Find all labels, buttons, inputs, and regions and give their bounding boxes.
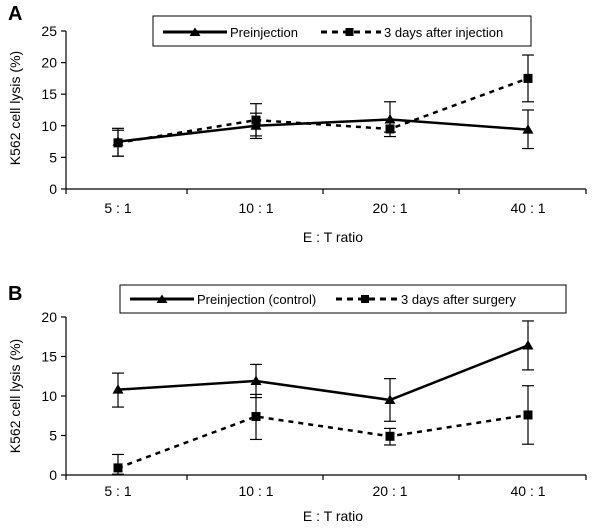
panel-a-series bbox=[112, 54, 534, 157]
data-point-square bbox=[113, 138, 123, 148]
data-point-square bbox=[523, 73, 533, 83]
panel-a-legend-label-3-days-after-injection: 3 days after injection bbox=[384, 25, 503, 40]
data-point-square bbox=[385, 124, 395, 134]
x-tick-label: 20 : 1 bbox=[372, 200, 407, 216]
data-point-triangle bbox=[384, 113, 396, 124]
x-tick-label: 10 : 1 bbox=[238, 200, 273, 216]
panel-b-y-axis-title: K562 cell lysis (%) bbox=[7, 339, 23, 453]
x-tick-label: 10 : 1 bbox=[238, 483, 273, 499]
series-line bbox=[117, 344, 529, 402]
y-tick-label: 25 bbox=[41, 23, 57, 39]
x-tick-label: 40 : 1 bbox=[510, 200, 545, 216]
panel-b-y-ticks: 0 5 10 15 20 bbox=[41, 309, 66, 483]
x-tick-label: 40 : 1 bbox=[510, 483, 545, 499]
x-tick-label: 5 : 1 bbox=[104, 483, 131, 499]
y-tick-label: 5 bbox=[49, 428, 57, 444]
y-tick-label: 20 bbox=[41, 309, 57, 325]
panel-b-legend-marker-3-days-after-surgery bbox=[361, 295, 369, 303]
panel-b-legend-label-3-days-after-surgery: 3 days after surgery bbox=[401, 292, 516, 307]
series-line bbox=[117, 413, 529, 470]
panel-b-series bbox=[112, 320, 534, 475]
data-point-triangle bbox=[522, 339, 534, 350]
data-point-square bbox=[113, 463, 123, 473]
y-tick-label: 10 bbox=[41, 388, 57, 404]
panel-a-legend-label-preinjection: Preinjection bbox=[230, 25, 298, 40]
panel-b-x-axis-title: E : T ratio bbox=[303, 508, 363, 524]
panel-a-x-axis-title: E : T ratio bbox=[303, 229, 363, 245]
series-line bbox=[117, 77, 529, 145]
panel-b-letter: B bbox=[8, 283, 22, 305]
panel-a-legend-marker-preinjection bbox=[189, 27, 201, 36]
data-point-triangle bbox=[250, 375, 262, 385]
panel-b-legend-box bbox=[119, 284, 567, 314]
y-tick-label: 0 bbox=[49, 181, 57, 197]
data-point-square bbox=[251, 115, 261, 125]
panel-b: B Preinjection (control) 3 days after su… bbox=[7, 283, 587, 524]
panel-a: A Preinjection 3 days after injection 05… bbox=[7, 3, 587, 245]
y-tick-label: 15 bbox=[41, 349, 57, 365]
data-point-square bbox=[385, 431, 395, 441]
data-point-triangle bbox=[112, 384, 124, 394]
panel-b-legend-marker-preinjection-control bbox=[156, 294, 168, 303]
panel-b-x-ticks: 5 : 1 10 : 1 20 : 1 40 : 1 bbox=[65, 475, 587, 499]
panel-a-legend-marker-3-days-after-injection bbox=[345, 28, 354, 36]
y-tick-label: 15 bbox=[41, 86, 57, 102]
y-tick-label: 10 bbox=[41, 118, 57, 134]
panel-a-x-ticks: 5 : 1 10 : 1 20 : 1 40 : 1 bbox=[65, 189, 587, 216]
x-tick-label: 5 : 1 bbox=[104, 200, 131, 216]
data-point-triangle bbox=[522, 124, 534, 134]
data-point-square bbox=[251, 412, 261, 422]
y-tick-label: 5 bbox=[49, 149, 57, 165]
y-tick-label: 20 bbox=[41, 55, 57, 71]
series-line bbox=[117, 118, 529, 143]
y-tick-label: 0 bbox=[49, 467, 57, 483]
panel-a-y-ticks: 0 5 10 15 20 25 bbox=[41, 23, 66, 197]
panel-a-letter: A bbox=[8, 3, 22, 25]
data-point-square bbox=[523, 410, 533, 420]
panel-b-legend-label-preinjection-control: Preinjection (control) bbox=[197, 292, 316, 307]
x-tick-label: 20 : 1 bbox=[372, 483, 407, 499]
data-point-triangle bbox=[384, 394, 396, 404]
panel-a-y-axis-title: K562 cell lysis (%) bbox=[7, 51, 23, 165]
